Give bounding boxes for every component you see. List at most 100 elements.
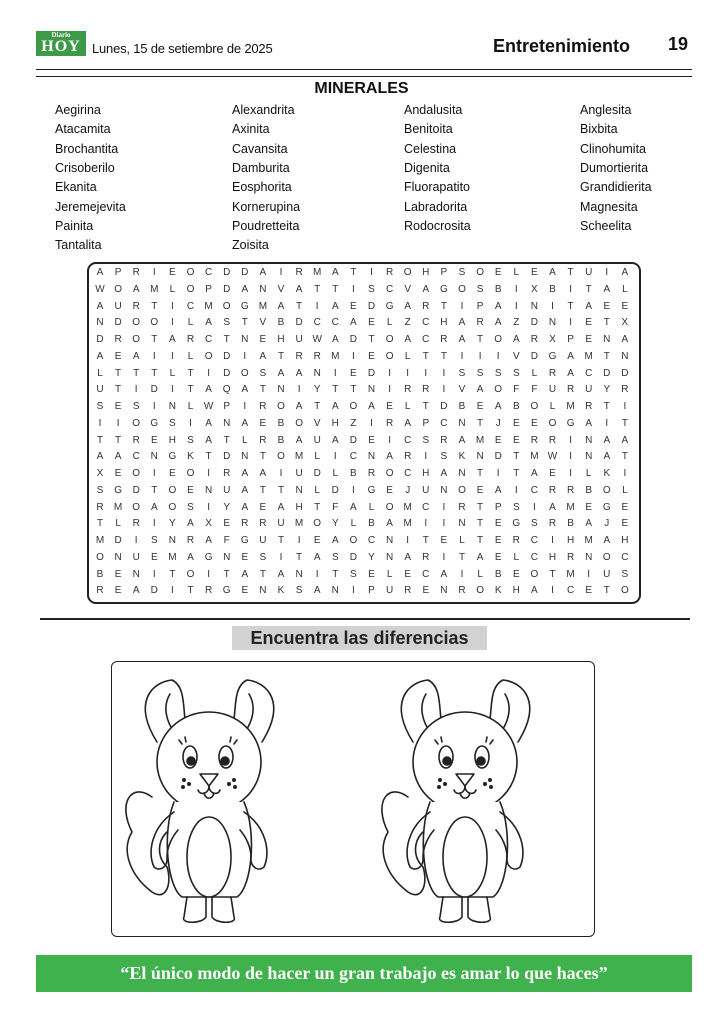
grid-letter[interactable]: N [114,551,122,563]
grid-letter[interactable]: R [476,317,484,329]
grid-letter[interactable]: A [549,267,556,278]
grid-letter[interactable]: A [132,350,140,362]
grid-letter[interactable]: I [243,401,247,412]
grid-letter[interactable]: E [368,317,375,329]
grid-letter[interactable]: T [314,401,321,412]
grid-letter[interactable]: I [171,350,174,362]
grid-letter[interactable]: S [350,568,357,580]
grid-letter[interactable]: T [368,334,375,345]
grid-letter[interactable]: R [422,300,430,312]
grid-letter[interactable]: I [442,551,446,563]
grid-letter[interactable]: L [513,267,520,278]
grid-letter[interactable]: Y [331,518,339,530]
grid-letter[interactable]: E [259,417,267,429]
grid-letter[interactable]: A [241,501,249,513]
grid-letter[interactable]: N [367,384,376,396]
grid-letter[interactable]: E [512,568,520,580]
grid-letter[interactable]: T [332,283,339,295]
grid-letter[interactable]: K [187,451,194,463]
grid-letter[interactable]: D [223,283,231,295]
grid-letter[interactable]: T [621,451,628,463]
grid-letter[interactable]: A [241,468,249,479]
grid-letter[interactable]: R [621,384,629,396]
grid-letter[interactable]: E [494,518,502,530]
grid-letter[interactable]: A [313,551,321,563]
grid-letter[interactable]: O [186,568,195,580]
grid-letter[interactable]: I [460,300,464,312]
grid-letter[interactable]: K [458,451,466,463]
grid-letter[interactable]: M [584,535,593,546]
grid-letter[interactable]: S [512,501,520,513]
grid-letter[interactable]: C [530,535,538,546]
grid-letter[interactable]: U [313,434,321,446]
grid-letter[interactable]: D [331,484,339,496]
grid-letter[interactable]: L [314,484,320,496]
grid-letter[interactable]: T [603,317,610,329]
grid-letter[interactable]: M [313,267,322,278]
grid-letter[interactable]: R [548,367,557,379]
grid-letter[interactable]: A [368,401,375,412]
grid-letter[interactable]: E [494,434,502,446]
grid-letter[interactable]: N [585,434,593,446]
grid-letter[interactable]: I [623,401,627,412]
grid-letter[interactable]: T [223,334,230,345]
grid-letter[interactable]: T [187,367,194,379]
grid-letter[interactable]: E [440,535,448,546]
grid-letter[interactable]: I [388,434,391,446]
grid-letter[interactable]: M [403,518,412,530]
grid-letter[interactable]: D [150,585,158,597]
grid-letter[interactable]: U [223,484,231,496]
grid-letter[interactable]: O [476,267,484,278]
grid-letter[interactable]: U [603,568,611,580]
grid-letter[interactable]: A [621,267,629,278]
grid-letter[interactable]: T [477,468,484,479]
grid-letter[interactable]: T [187,585,194,597]
grid-letter[interactable]: L [350,518,357,530]
grid-letter[interactable]: H [331,417,339,429]
grid-letter[interactable]: E [114,401,122,412]
grid-letter[interactable]: A [259,267,267,278]
grid-letter[interactable]: I [569,317,572,329]
grid-letter[interactable]: T [169,568,176,580]
grid-letter[interactable]: G [168,451,177,463]
grid-letter[interactable]: F [513,384,520,396]
grid-letter[interactable]: A [621,334,629,345]
grid-letter[interactable]: I [533,501,536,513]
grid-letter[interactable]: O [204,350,213,362]
grid-letter[interactable]: L [622,484,628,496]
grid-letter[interactable]: R [204,585,213,597]
grid-letter[interactable]: W [312,334,322,345]
grid-letter[interactable]: O [385,334,394,345]
grid-letter[interactable]: R [530,434,538,446]
grid-letter[interactable]: C [530,484,538,496]
grid-letter[interactable]: E [585,334,593,345]
grid-letter[interactable]: H [168,434,176,446]
grid-letter[interactable]: L [169,367,176,379]
grid-letter[interactable]: S [187,434,194,446]
grid-letter[interactable]: C [422,334,430,345]
grid-letter[interactable]: V [259,317,267,329]
grid-letter[interactable]: W [95,283,105,295]
grid-letter[interactable]: I [98,417,102,429]
grid-letter[interactable]: A [331,267,339,278]
grid-letter[interactable]: A [494,484,502,496]
grid-letter[interactable]: K [494,585,502,597]
grid-letter[interactable]: A [585,417,593,429]
grid-letter[interactable]: A [331,535,339,546]
grid-letter[interactable]: L [404,401,411,412]
grid-letter[interactable]: C [204,334,213,345]
grid-letter[interactable]: J [495,417,501,429]
grid-letter[interactable]: O [186,283,195,295]
grid-letter[interactable]: R [132,267,140,278]
grid-letter[interactable]: E [259,501,267,513]
grid-letter[interactable]: E [368,434,375,446]
grid-letter[interactable]: R [440,434,448,446]
grid-letter[interactable]: G [240,535,249,546]
grid-letter[interactable]: W [547,451,558,463]
grid-letter[interactable]: G [114,484,122,496]
grid-letter[interactable]: D [349,551,357,563]
grid-letter[interactable]: N [96,317,104,329]
grid-letter[interactable]: L [622,283,628,295]
grid-letter[interactable]: L [314,451,320,463]
grid-letter[interactable]: S [150,535,158,546]
